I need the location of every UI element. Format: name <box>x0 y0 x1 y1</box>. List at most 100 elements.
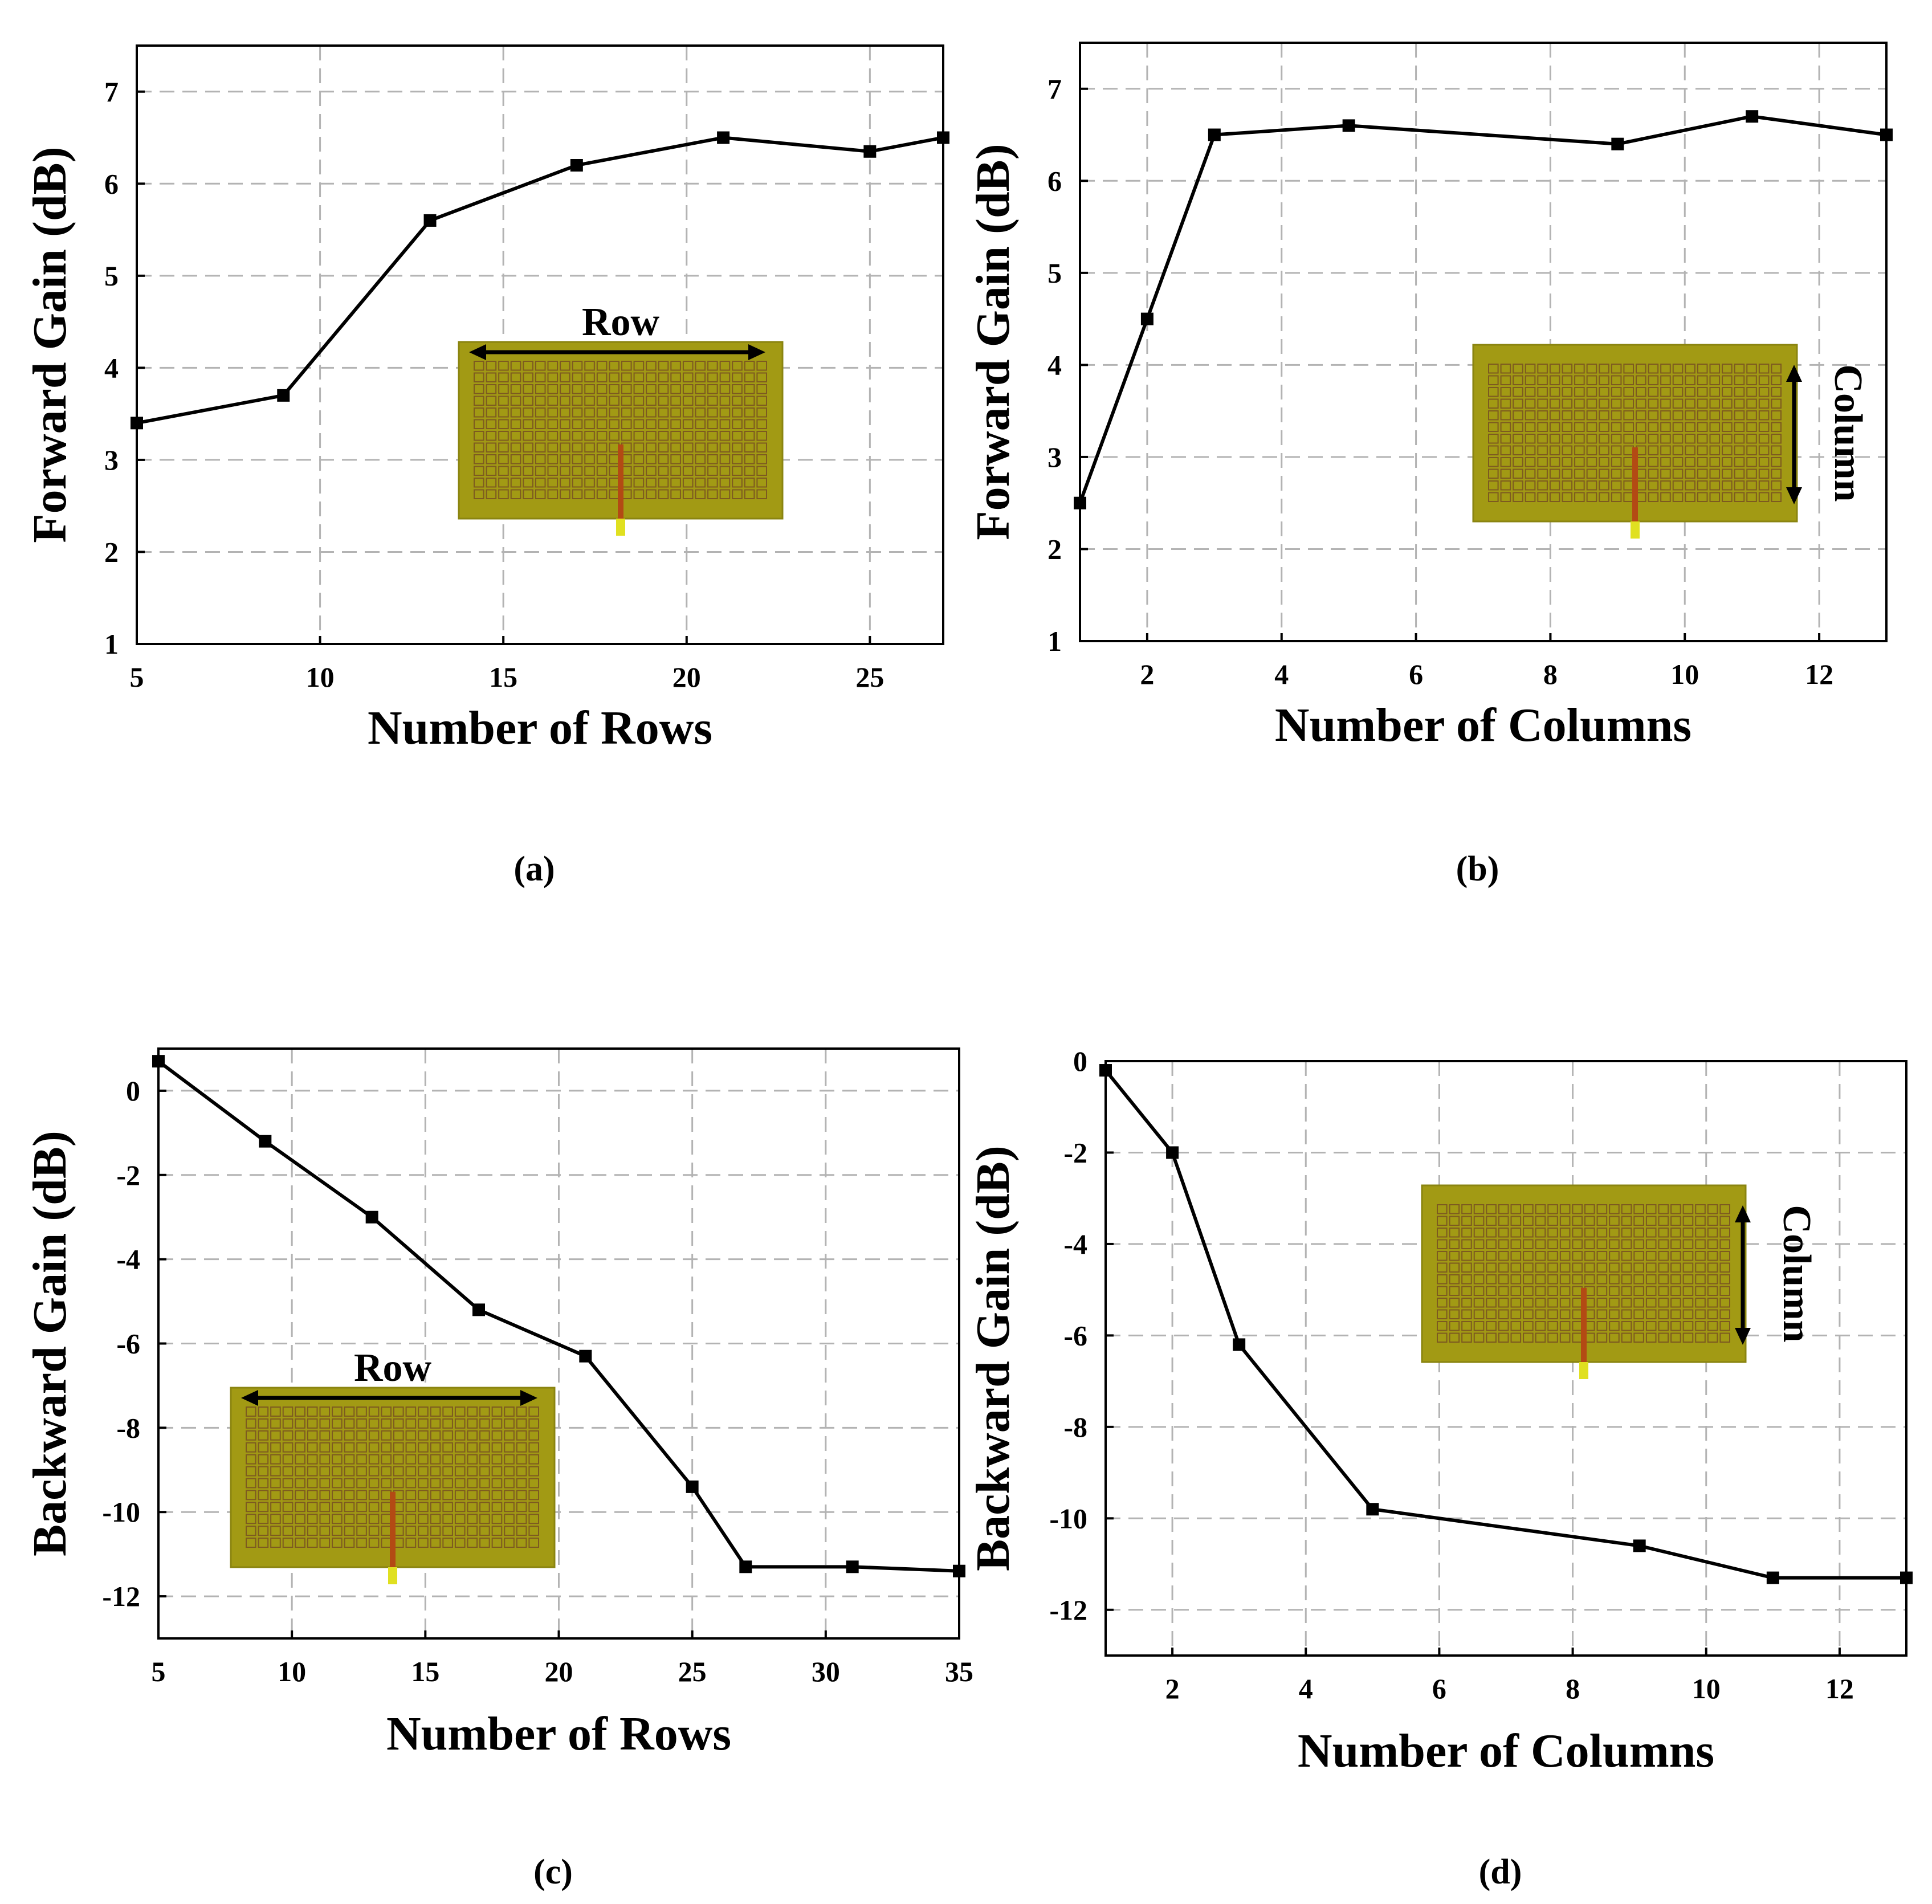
metasurface-cell <box>560 466 570 476</box>
metasurface-cell <box>1609 1332 1620 1343</box>
metasurface-cell <box>1697 375 1708 385</box>
metasurface-cell <box>504 1526 515 1536</box>
metasurface-cell <box>258 1502 269 1512</box>
metasurface-cell <box>486 431 497 441</box>
metasurface-cell <box>633 419 645 429</box>
metasurface-cell <box>1734 364 1745 374</box>
metasurface-cell <box>1746 445 1757 455</box>
x-tick-label: 20 <box>545 1656 573 1687</box>
metasurface-cell <box>1488 410 1499 421</box>
metasurface-cell <box>486 489 497 499</box>
metasurface-cell <box>498 407 509 418</box>
x-tick-label: 5 <box>130 661 144 693</box>
y-tick-label: 5 <box>104 260 119 292</box>
metasurface-cell <box>246 1466 256 1477</box>
metasurface-cell <box>547 489 559 499</box>
metasurface-cell <box>1707 1298 1718 1308</box>
metasurface-cell <box>1574 468 1585 479</box>
metasurface-cell <box>332 1478 343 1489</box>
metasurface-cell <box>1707 1321 1718 1331</box>
metasurface-cell <box>479 1454 490 1465</box>
metasurface-cell <box>1670 1216 1681 1226</box>
metasurface-cell <box>1611 445 1622 455</box>
metasurface-cell <box>1746 410 1757 421</box>
metasurface-cell <box>1771 398 1782 409</box>
metasurface-cell <box>732 431 743 441</box>
metasurface-cell <box>1596 1321 1608 1331</box>
metasurface-cell <box>1559 1216 1571 1226</box>
metasurface-cell <box>707 442 718 452</box>
data-point <box>1140 312 1154 325</box>
metasurface-cell <box>442 1442 453 1453</box>
metasurface-cell <box>1537 492 1548 502</box>
metasurface-cell <box>405 1466 417 1477</box>
metasurface-cell <box>756 454 767 464</box>
metasurface-cell <box>1609 1286 1620 1296</box>
metasurface-cell <box>344 1454 355 1465</box>
metasurface-cell <box>596 384 608 394</box>
metasurface-cell <box>356 1526 367 1536</box>
metasurface-cell <box>1535 1298 1546 1308</box>
metasurface-cell <box>474 478 484 488</box>
metasurface-cell <box>1525 457 1536 467</box>
metasurface-cell <box>1660 445 1671 455</box>
metasurface-cell <box>1574 492 1585 502</box>
metasurface-cell <box>319 1442 331 1453</box>
metasurface-cell <box>744 396 755 406</box>
metasurface-cell <box>332 1430 343 1441</box>
metasurface-cell <box>572 431 583 441</box>
metasurface-cell <box>695 466 706 476</box>
metasurface-cell <box>467 1526 478 1536</box>
metasurface-cell <box>1746 387 1757 397</box>
metasurface-cell <box>368 1538 380 1548</box>
metasurface-cell <box>1500 468 1511 479</box>
metasurface-cell <box>1707 1286 1718 1296</box>
metasurface-cell <box>1500 364 1511 374</box>
metasurface-cell <box>756 431 767 441</box>
metasurface-cell <box>1523 1204 1534 1214</box>
metasurface-cell <box>282 1406 294 1417</box>
data-point <box>579 1349 592 1363</box>
metasurface-cell <box>547 478 559 488</box>
metasurface-cell <box>1500 375 1511 385</box>
metasurface-cell <box>1722 375 1733 385</box>
metasurface-cell <box>491 1514 503 1524</box>
metasurface-cell <box>479 1502 490 1512</box>
metasurface-cell <box>670 361 681 371</box>
metasurface-cell <box>1510 1216 1522 1226</box>
metasurface-cell <box>1486 1239 1497 1249</box>
metasurface-cell <box>1623 422 1635 432</box>
metasurface-cell <box>732 478 743 488</box>
metasurface-cell <box>572 442 583 452</box>
metasurface-cell <box>646 372 657 382</box>
metasurface-cell <box>1685 480 1695 491</box>
metasurface-cell <box>572 407 583 418</box>
metasurface-cell <box>1559 1286 1571 1296</box>
metasurface-cell <box>270 1454 281 1465</box>
metasurface-cell <box>1510 1274 1522 1285</box>
metasurface-cell <box>1535 1262 1546 1273</box>
metasurface-cell <box>498 442 509 452</box>
metasurface-cell <box>1584 1216 1595 1226</box>
metasurface-cell <box>1621 1216 1632 1226</box>
metasurface-cell <box>1461 1251 1472 1261</box>
metasurface-cell <box>1636 375 1646 385</box>
metasurface-cell <box>1523 1309 1534 1319</box>
metasurface-cell <box>609 361 619 371</box>
metasurface-cell <box>523 384 533 394</box>
metasurface-cell <box>454 1478 466 1489</box>
panel-caption: (a) <box>513 850 555 888</box>
metasurface-cell <box>744 431 755 441</box>
metasurface-cell <box>1719 1251 1731 1261</box>
y-tick-label: -4 <box>1063 1228 1087 1260</box>
metasurface-cell <box>756 442 767 452</box>
metasurface-cell <box>307 1478 318 1489</box>
metasurface-cell <box>1672 434 1684 444</box>
metasurface-cell <box>1498 1298 1509 1308</box>
metasurface-cell <box>547 419 559 429</box>
metasurface-cell <box>454 1514 466 1524</box>
metasurface-cell <box>1461 1298 1472 1308</box>
metasurface-cell <box>1648 375 1659 385</box>
metasurface-cell <box>516 1418 527 1429</box>
